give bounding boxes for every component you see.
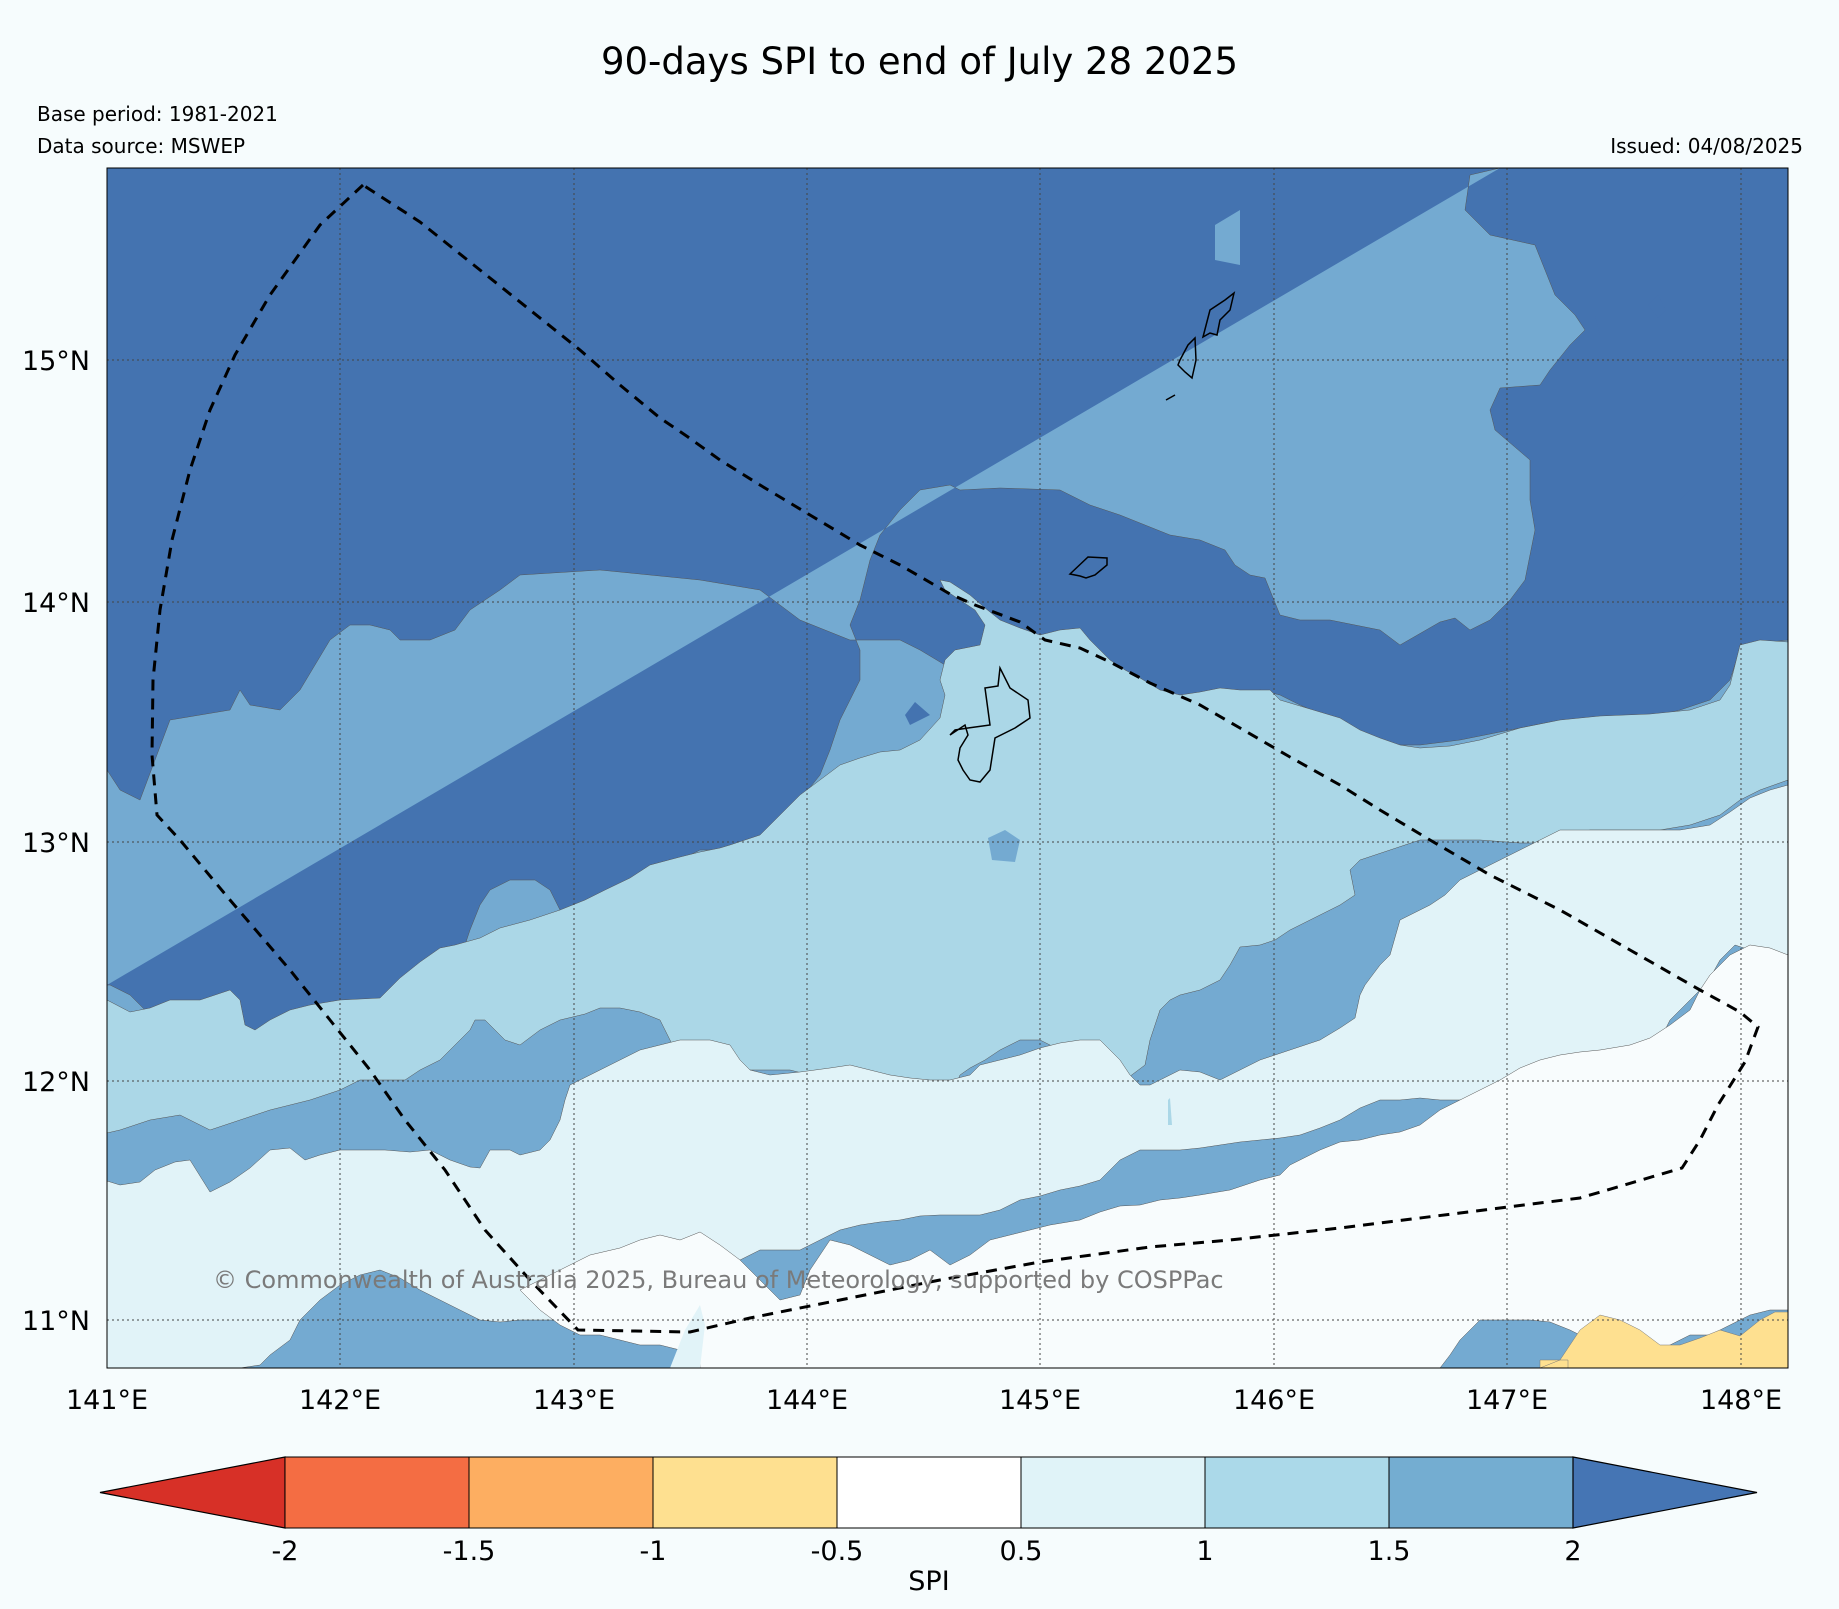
map-frame [106, 167, 1789, 1369]
longitude-label: 144°E [766, 1385, 848, 1416]
spi-contours [107, 168, 1788, 1368]
eez-boundary [150, 183, 1760, 1334]
colorbar-extend-high [1572, 1456, 1758, 1529]
longitude-label: 141°E [66, 1385, 148, 1416]
colorbar-bin [652, 1456, 838, 1529]
longitude-label: 148°E [1700, 1385, 1782, 1416]
longitude-label: 143°E [533, 1385, 615, 1416]
island-outline [1201, 291, 1236, 339]
island-outline [949, 665, 1031, 783]
contour-patch [905, 702, 930, 725]
colorbar-bin [284, 1456, 470, 1529]
colorbar-bin [836, 1456, 1022, 1529]
colorbar-tick-label: 0.5 [1000, 1536, 1043, 1567]
colorbar-bin [1020, 1456, 1206, 1529]
island-outline [1165, 394, 1176, 401]
colorbar-extend-low [99, 1456, 286, 1529]
colorbar-tick-label: -0.5 [811, 1536, 864, 1567]
copyright-text: © Commonwealth of Australia 2025, Bureau… [213, 1266, 1224, 1294]
contour-spi-neg1-to-neg0-5 [1539, 1311, 1788, 1368]
colorbar-tick-label: -1 [640, 1536, 667, 1567]
latitude-label: 11°N [22, 1306, 90, 1337]
island-outline [1068, 556, 1108, 579]
islands [949, 291, 1236, 783]
latitude-label: 15°N [22, 346, 90, 377]
colorbar-bin [1204, 1456, 1390, 1529]
contour-patch [670, 1305, 705, 1368]
colorbar-tick-label: 1.5 [1368, 1536, 1411, 1567]
colorbar-tick-label: 1 [1196, 1536, 1213, 1567]
longitude-label: 142°E [299, 1385, 381, 1416]
longitude-label: 146°E [1233, 1385, 1315, 1416]
contour-patch [988, 830, 1020, 862]
longitude-label: 145°E [999, 1385, 1081, 1416]
data-source: Data source: MSWEP [37, 134, 246, 158]
latitude-label: 14°N [22, 588, 90, 619]
issued-date: Issued: 04/08/2025 [1610, 134, 1803, 158]
colorbar-label: SPI [908, 1566, 949, 1597]
contour-patch [1648, 295, 1666, 318]
contour-patch [1215, 210, 1240, 265]
colorbar-bin [1388, 1456, 1574, 1529]
map-title: 90-days SPI to end of July 28 2025 [600, 40, 1239, 83]
colorbar-tick-label: -1.5 [443, 1536, 496, 1567]
colorbar: -2 -1.5 -1 -0.5 0.5 1 1.5 2 [99, 1456, 1758, 1567]
base-period: Base period: 1981-2021 [37, 102, 278, 126]
gridlines [107, 168, 1788, 1368]
contour-spi-0-5-to-1 [107, 784, 1788, 1368]
contour-patch [1680, 490, 1708, 522]
colorbar-bin [468, 1456, 654, 1529]
latitude-label: 13°N [22, 828, 90, 859]
island-outline [1177, 336, 1197, 380]
contour-patch [1595, 285, 1630, 345]
latitude-label: 12°N [22, 1067, 90, 1098]
longitude-labels: 141°E 142°E 143°E 144°E 145°E 146°E 147°E 148°E [66, 1385, 1782, 1416]
colorbar-tick-label: 2 [1564, 1536, 1581, 1567]
longitude-label: 147°E [1466, 1385, 1548, 1416]
latitude-labels: 15°N 14°N 13°N 12°N 11°N [22, 346, 90, 1337]
colorbar-tick-label: -2 [272, 1536, 299, 1567]
contour-patch [1168, 1098, 1172, 1125]
contour-spi-neg0-5-to-0-5 [519, 944, 1788, 1368]
